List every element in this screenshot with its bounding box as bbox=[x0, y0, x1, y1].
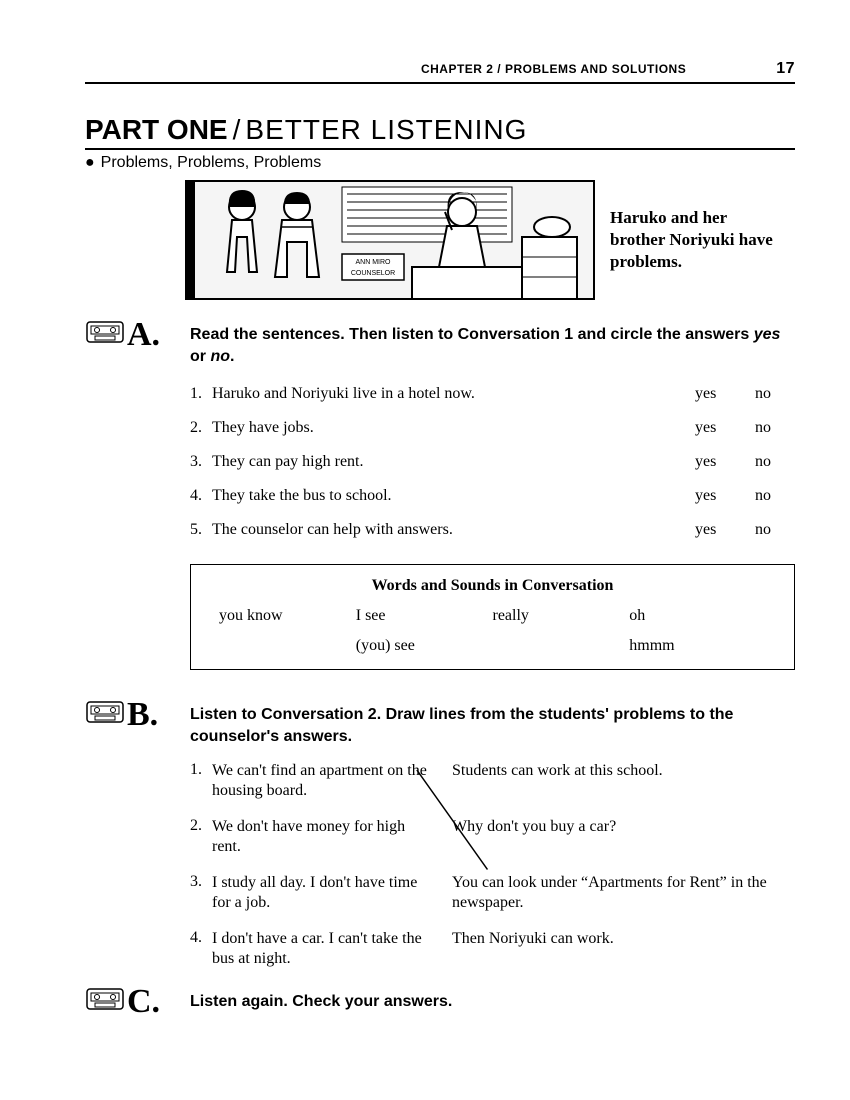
section-a-header: A. Read the sentences. Then listen to Co… bbox=[85, 318, 795, 367]
word-cell: hmmm bbox=[629, 637, 766, 655]
illustration-caption: Haruko and her brother Noriyuki have pro… bbox=[610, 207, 780, 273]
bullet-icon: ● bbox=[85, 154, 95, 171]
sign-line2: COUNSELOR bbox=[351, 270, 395, 277]
word-cell: really bbox=[493, 607, 630, 625]
match-answer: You can look under “Apartments for Rent”… bbox=[442, 873, 795, 913]
words-box: Words and Sounds in Conversation you kno… bbox=[190, 564, 795, 670]
illustration-row: ANN MIRO COUNSELOR Haruko and her brothe… bbox=[185, 180, 795, 300]
word-cell: I see bbox=[356, 607, 493, 625]
answer-no[interactable]: no bbox=[755, 521, 795, 539]
answer-yes[interactable]: yes bbox=[695, 521, 755, 539]
section-a-instruction: Read the sentences. Then listen to Conve… bbox=[190, 318, 795, 367]
cassette-icon bbox=[85, 318, 125, 346]
answer-no[interactable]: no bbox=[755, 419, 795, 437]
section-b-header: B. Listen to Conversation 2. Draw lines … bbox=[85, 698, 795, 747]
chapter-label: CHAPTER 2 / PROBLEMS AND SOLUTIONS bbox=[421, 62, 686, 76]
match-row: 4.I don't have a car. I can't take the b… bbox=[190, 929, 795, 969]
page-number: 17 bbox=[776, 60, 795, 78]
section-c-instruction: Listen again. Check your answers. bbox=[190, 985, 452, 1013]
match-problem: I don't have a car. I can't take the bus… bbox=[212, 929, 442, 969]
part-sub: BETTER LISTENING bbox=[245, 114, 527, 145]
title-slash: / bbox=[233, 114, 241, 145]
answer-no[interactable]: no bbox=[755, 385, 795, 403]
answer-no[interactable]: no bbox=[755, 453, 795, 471]
question-row: 4.They take the bus to school.yesno bbox=[190, 487, 795, 505]
answer-no[interactable]: no bbox=[755, 487, 795, 505]
section-c-header: C. Listen again. Check your answers. bbox=[85, 985, 795, 1019]
question-row: 1.Haruko and Noriyuki live in a hotel no… bbox=[190, 385, 795, 403]
section-b-instruction: Listen to Conversation 2. Draw lines fro… bbox=[190, 698, 795, 747]
cassette-icon bbox=[85, 698, 125, 726]
match-problem: We don't have money for high rent. bbox=[212, 817, 442, 857]
word-cell: you know bbox=[219, 607, 356, 625]
answer-yes[interactable]: yes bbox=[695, 487, 755, 505]
match-problem: I study all day. I don't have time for a… bbox=[212, 873, 442, 913]
match-row: 1.We can't find an apartment on the hous… bbox=[190, 761, 795, 801]
illustration: ANN MIRO COUNSELOR bbox=[185, 180, 595, 300]
section-a-letter: A. bbox=[127, 318, 172, 352]
words-box-title: Words and Sounds in Conversation bbox=[219, 577, 766, 595]
subtitle-text: Problems, Problems, Problems bbox=[101, 154, 322, 171]
sign-line1: ANN MIRO bbox=[356, 259, 392, 266]
question-row: 3.They can pay high rent.yesno bbox=[190, 453, 795, 471]
match-answer: Students can work at this school. bbox=[442, 761, 795, 801]
match-row: 3.I study all day. I don't have time for… bbox=[190, 873, 795, 913]
question-row: 5.The counselor can help with answers.ye… bbox=[190, 521, 795, 539]
section-c-letter: C. bbox=[127, 985, 172, 1019]
answer-yes[interactable]: yes bbox=[695, 453, 755, 471]
cassette-icon bbox=[85, 985, 125, 1013]
question-row: 2.They have jobs.yesno bbox=[190, 419, 795, 437]
part-title: PART ONE/BETTER LISTENING bbox=[85, 114, 795, 150]
subtitle-row: ● Problems, Problems, Problems bbox=[85, 154, 795, 172]
part-main: PART ONE bbox=[85, 114, 228, 145]
match-answer: Why don't you buy a car? bbox=[442, 817, 795, 857]
words-grid: you know I see really oh (you) see hmmm bbox=[219, 607, 766, 655]
match-row: 2.We don't have money for high rent.Why … bbox=[190, 817, 795, 857]
word-cell bbox=[493, 637, 630, 655]
word-cell: oh bbox=[629, 607, 766, 625]
answer-yes[interactable]: yes bbox=[695, 385, 755, 403]
match-answer: Then Noriyuki can work. bbox=[442, 929, 795, 969]
answer-yes[interactable]: yes bbox=[695, 419, 755, 437]
word-cell: (you) see bbox=[356, 637, 493, 655]
matching-list: 1.We can't find an apartment on the hous… bbox=[190, 761, 795, 969]
page-header: CHAPTER 2 / PROBLEMS AND SOLUTIONS 17 bbox=[85, 60, 795, 84]
questions-list-a: 1.Haruko and Noriyuki live in a hotel no… bbox=[190, 385, 795, 539]
word-cell bbox=[219, 637, 356, 655]
match-problem: We can't find an apartment on the housin… bbox=[212, 761, 442, 801]
section-b-letter: B. bbox=[127, 698, 172, 732]
